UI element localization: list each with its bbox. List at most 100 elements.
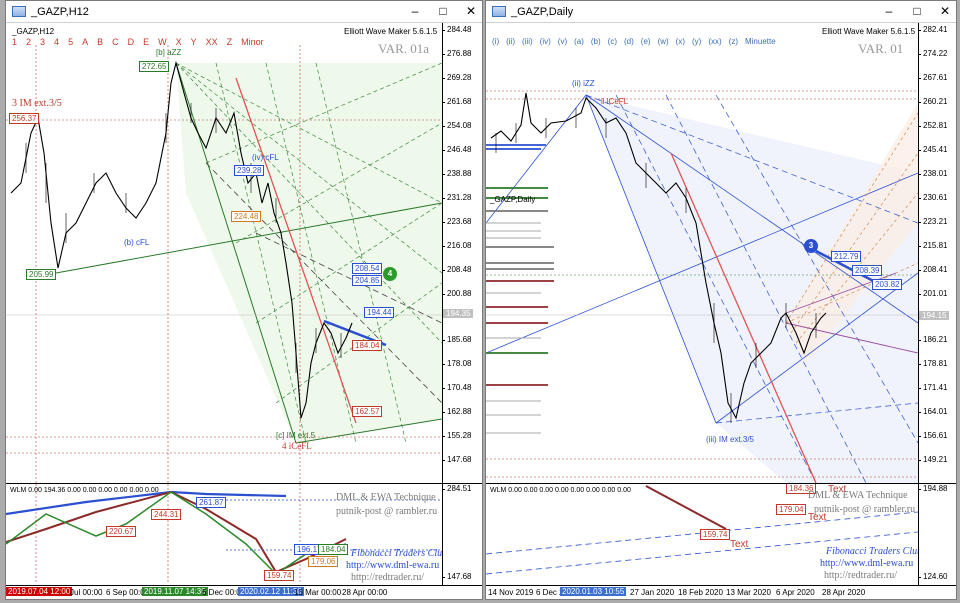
close-button[interactable]: ✕: [939, 4, 951, 18]
current-price-label: 194.35: [443, 309, 474, 318]
time-tick: 6 Dec 2019: [536, 588, 577, 597]
brand-line-1: DML & EWA Technique: [336, 492, 436, 503]
price-tick: 276.88: [443, 49, 471, 58]
price-marker: 205.99: [26, 269, 57, 280]
price-marker: 162.57: [352, 406, 383, 417]
indicator-marker: 244.31: [151, 509, 182, 520]
chart-window-right[interactable]: _GAZP,Daily – □ ✕: [485, 0, 957, 600]
maximize-button[interactable]: □: [913, 4, 921, 18]
time-tick: Jul 00:00: [70, 588, 103, 597]
price-tick: 267.61: [919, 73, 947, 82]
time-tick: 2020.02.12 11:30: [238, 587, 304, 596]
wave-count-circle: 3: [804, 239, 818, 253]
indicator-axis: 194.88 124.60: [917, 484, 956, 585]
indicator-marker: 261.87: [196, 497, 227, 508]
price-marker: 239.28: [234, 165, 265, 176]
minimize-button[interactable]: –: [885, 4, 893, 18]
minimize-button[interactable]: –: [411, 4, 419, 18]
price-marker: 256.37: [9, 113, 40, 124]
wave-annotation: (iii) IM ext.3/5: [706, 435, 755, 444]
text-marker: Text: [808, 512, 827, 523]
price-tick: 156.61: [919, 431, 947, 440]
price-chart[interactable]: 1 2 3 4 5 A B C D E W X Y XX Z Minor _GAZP,H12 Elliott …: [6, 23, 442, 483]
price-tick: 252.81: [919, 121, 947, 130]
price-marker: 224.48: [231, 211, 262, 222]
indicator-subwindow[interactable]: WLM 0.00 0.00 0.00 0.00 0.00 0.00 0.00 0…: [486, 483, 956, 585]
wave-annotation: (b) cFL: [124, 238, 150, 247]
price-tick: 171.41: [919, 383, 947, 392]
price-tick: 201.01: [919, 289, 947, 298]
price-marker: 208.54: [352, 263, 383, 274]
brand-line-1: DML & EWA Technique: [808, 490, 908, 501]
brand-line-3: Fibonacci Traders Club: [826, 546, 923, 557]
price-tick: 230.61: [919, 193, 947, 202]
close-button[interactable]: ✕: [465, 4, 477, 18]
indicator-subwindow[interactable]: WLM 0.00 194.36 0.00 0.00 0.00 0.00 0.00…: [6, 483, 482, 585]
price-tick: 215.81: [919, 241, 947, 250]
price-tick: 245.41: [919, 145, 947, 154]
indicator-axis: 284.51 147.68: [441, 484, 482, 585]
chart-window-icon: [492, 6, 506, 17]
chart-window-left[interactable]: _GAZP,H12 – □ ✕: [5, 0, 483, 600]
price-tick: 274.22: [919, 49, 947, 58]
wave-count-circle: 4: [383, 267, 397, 281]
indicator-marker: 220.67: [106, 526, 137, 537]
indicator-canvas: [486, 485, 918, 575]
price-chart-canvas: [486, 90, 918, 483]
price-tick: 164.01: [919, 407, 947, 416]
wave-degree-labels: 1 2 3 4 5 A B C D E W X Y XX Z Minor: [12, 37, 264, 47]
window-titlebar[interactable]: _GAZP,Daily – □ ✕: [486, 1, 956, 23]
time-axis[interactable]: 2019.07.04 12:00 Jul 00:00 6 Sep 00:00 2…: [6, 585, 482, 599]
price-tick: 170.48: [443, 383, 471, 392]
price-tick: 284.48: [443, 25, 471, 34]
price-marker: 184.04: [352, 340, 383, 351]
window-titlebar[interactable]: _GAZP,H12 – □ ✕: [6, 1, 482, 23]
price-tick: 269.28: [443, 73, 471, 82]
brand-line-5: http://redtrader.ru/: [351, 572, 425, 583]
wave-annotation: (ii) iZZ: [572, 79, 595, 88]
price-tick: 246.48: [443, 145, 471, 154]
indicator-marker: 159.74: [264, 570, 295, 581]
window-title: _GAZP,H12: [31, 5, 89, 18]
price-axis[interactable]: 282.41 274.22 267.61 260.21 252.81 245.4…: [918, 23, 956, 483]
price-marker: 204.85: [352, 275, 383, 286]
price-tick: 216.08: [443, 241, 471, 250]
price-tick: 260.21: [919, 97, 947, 106]
indicator-label: WLM 0.00 194.36 0.00 0.00 0.00 0.00 0.00…: [10, 487, 159, 494]
time-tick: 28 Apr 2020: [822, 588, 866, 597]
time-tick: 14 Nov 2019: [488, 588, 534, 597]
indicator-tick: 124.60: [917, 572, 947, 581]
wave-annotation: ii iCeFL: [601, 97, 629, 106]
price-tick: 238.01: [919, 169, 947, 178]
time-tick: 6 Dec 00:00: [202, 588, 246, 597]
brand-line-4: http://www.dml-ewa.ru: [346, 560, 440, 571]
price-axis[interactable]: 284.48 276.88 269.28 261.68 254.08 246.4…: [442, 23, 482, 483]
symbol-label: _GAZP,H12: [12, 27, 55, 36]
time-axis[interactable]: 14 Nov 2019 6 Dec 2019 2020.01.03 10:55 …: [486, 585, 956, 599]
time-tick: 13 Mar 00:00: [294, 588, 342, 597]
price-tick: 231.28: [443, 193, 471, 202]
text-marker: Text: [828, 484, 847, 495]
indicator-marker: 184.36: [786, 484, 817, 494]
time-tick: 6 Sep 00:00: [106, 588, 150, 597]
price-tick: 155.28: [443, 431, 471, 440]
maximize-button[interactable]: □: [439, 4, 447, 18]
price-marker: 208.39: [852, 265, 883, 276]
price-tick: 147.68: [443, 455, 471, 464]
price-tick: 208.48: [443, 265, 471, 274]
indicator-name: Elliott Wave Maker 5.6.1.5: [822, 27, 916, 36]
brand-line-2: putnik-post @ rambler.ru: [814, 504, 916, 515]
brand-line-5: http://redtrader.ru/: [824, 570, 898, 581]
window-title: _GAZP,Daily: [511, 5, 574, 18]
price-tick: 223.68: [443, 217, 471, 226]
price-marker: 203.82: [872, 279, 903, 290]
price-chart[interactable]: (i) (ii) (iii) (iv) (v) (a) (b) (c) (d) (e) (w) (x)…: [486, 23, 918, 483]
variant-label: VAR. 01a: [378, 41, 430, 56]
chart-window-icon: [12, 6, 26, 17]
time-tick: 27 Jan 2020: [630, 588, 675, 597]
wave-annotation: 3 IM ext.3/5: [12, 98, 62, 109]
wave-annotation: 4 iCeFL: [282, 441, 312, 451]
indicator-marker: 179.04: [776, 504, 807, 515]
time-tick: 6 Apr 2020: [776, 588, 815, 597]
price-marker: 272.65: [139, 61, 170, 72]
